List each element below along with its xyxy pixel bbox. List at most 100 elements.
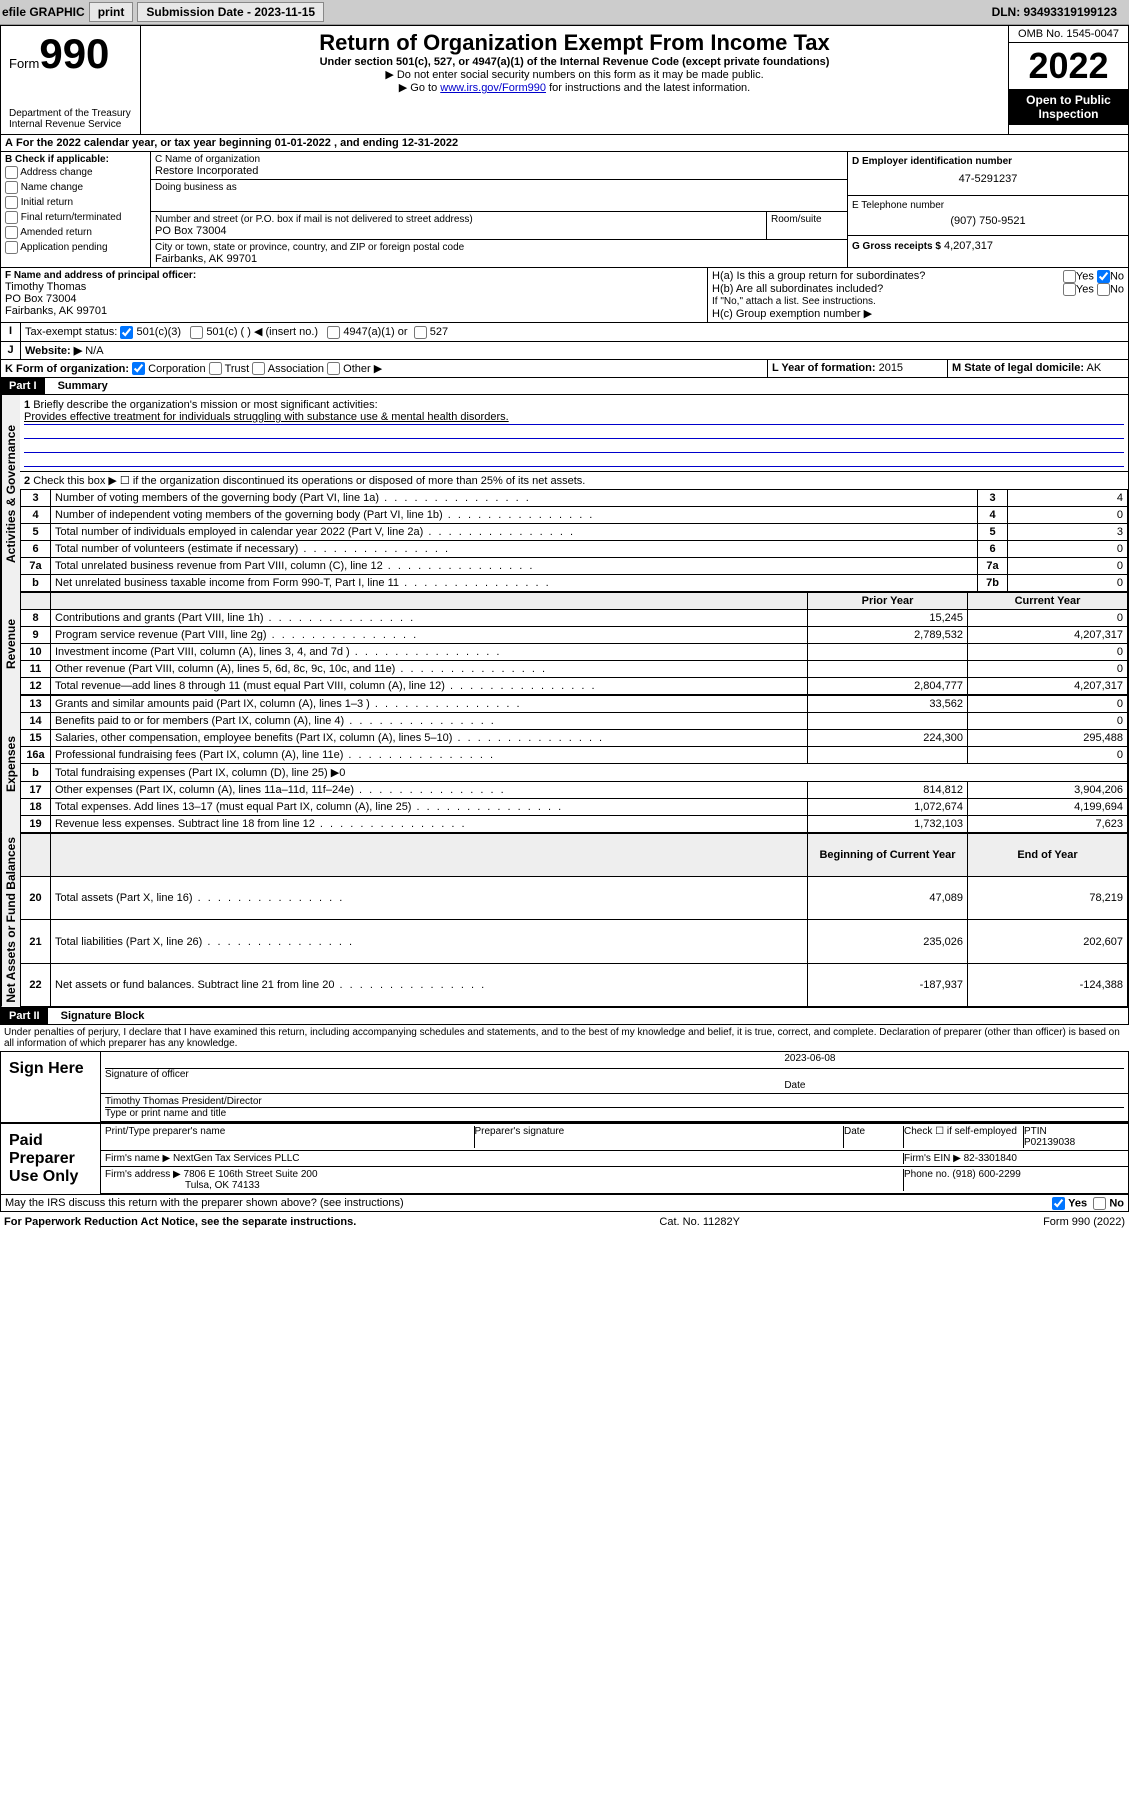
line-num: 6	[21, 541, 51, 558]
line-text: Other revenue (Part VIII, column (A), li…	[51, 661, 808, 678]
prior-value: 33,562	[808, 696, 968, 713]
current-value: -124,388	[968, 963, 1128, 1006]
firm-addr2: Tulsa, OK 74133	[105, 1180, 260, 1191]
expenses-section: Expenses 13 Grants and similar amounts p…	[0, 695, 1129, 833]
check-assoc[interactable]	[252, 362, 265, 375]
check-501c3[interactable]	[120, 326, 133, 339]
discuss-yes[interactable]	[1052, 1197, 1065, 1210]
part2-title: Signature Block	[51, 1010, 145, 1022]
current-value: 0	[968, 661, 1128, 678]
check-app-pending[interactable]: Application pending	[5, 240, 146, 255]
footer-left: For Paperwork Reduction Act Notice, see …	[4, 1216, 356, 1228]
prior-value	[808, 661, 968, 678]
year-formation: 2015	[879, 362, 903, 374]
check-address-change[interactable]: Address change	[5, 165, 146, 180]
h-a-no[interactable]	[1097, 270, 1110, 283]
line-value: 0	[1008, 541, 1128, 558]
line-text: Number of independent voting members of …	[51, 507, 978, 524]
prep-sig-label: Preparer's signature	[475, 1126, 845, 1148]
box-f-label: F Name and address of principal officer:	[5, 270, 703, 281]
name-title-label: Type or print name and title	[105, 1108, 1124, 1119]
current-value: 4,199,694	[968, 799, 1128, 816]
summary-section: Activities & Governance 1 Briefly descri…	[0, 395, 1129, 592]
line-value: 4	[1008, 490, 1128, 507]
line-text: Total revenue—add lines 8 through 11 (mu…	[51, 678, 808, 695]
h-note: If "No," attach a list. See instructions…	[712, 296, 1124, 307]
officer-addr1: PO Box 73004	[5, 293, 703, 305]
check-initial-return[interactable]: Initial return	[5, 195, 146, 210]
check-4947[interactable]	[327, 326, 340, 339]
line-num: 4	[21, 507, 51, 524]
firm-phone: (918) 600-2299	[952, 1169, 1020, 1180]
line-text: Net assets or fund balances. Subtract li…	[51, 963, 808, 1006]
footer-mid: Cat. No. 11282Y	[659, 1216, 740, 1228]
check-527[interactable]	[414, 326, 427, 339]
line-num: b	[21, 575, 51, 592]
line-num: 19	[21, 816, 51, 833]
submission-date-button[interactable]: Submission Date - 2023-11-15	[137, 2, 324, 22]
website-value: N/A	[85, 345, 103, 357]
box-l-label: L Year of formation:	[772, 362, 876, 374]
org-city: Fairbanks, AK 99701	[155, 253, 843, 265]
check-amended[interactable]: Amended return	[5, 225, 146, 240]
part2-header-row: Part II Signature Block	[0, 1008, 1129, 1025]
service-label: Internal Revenue Service	[9, 119, 132, 130]
print-button[interactable]: print	[89, 2, 134, 22]
check-501c[interactable]	[190, 326, 203, 339]
current-value: 0	[968, 696, 1128, 713]
check-trust[interactable]	[209, 362, 222, 375]
form-num: 990	[39, 30, 109, 77]
current-value: 4,207,317	[968, 627, 1128, 644]
paid-preparer-label: Paid Preparer Use Only	[1, 1124, 101, 1194]
box-c-label: C Name of organization	[155, 154, 843, 165]
h-a-yes[interactable]	[1063, 270, 1076, 283]
line-text: Total expenses. Add lines 13–17 (must eq…	[51, 799, 808, 816]
check-other[interactable]	[327, 362, 340, 375]
tax-status-row: I Tax-exempt status: 501(c)(3) 501(c) ( …	[0, 323, 1129, 342]
form-header: Form990 Department of the Treasury Inter…	[0, 25, 1129, 135]
line-num: 5	[21, 524, 51, 541]
city-label: City or town, state or province, country…	[155, 242, 843, 253]
officer-name-title: Timothy Thomas President/Director	[105, 1096, 1124, 1108]
discuss-no[interactable]	[1093, 1197, 1106, 1210]
form-subtitle: Under section 501(c), 527, or 4947(a)(1)…	[145, 56, 1004, 68]
mission-text: Provides effective treatment for individ…	[24, 411, 1124, 425]
check-name-change[interactable]: Name change	[5, 180, 146, 195]
line-box: 4	[978, 507, 1008, 524]
line-num: 17	[21, 782, 51, 799]
line-text: Total liabilities (Part X, line 26)	[51, 920, 808, 963]
current-value: 78,219	[968, 877, 1128, 920]
prior-value	[808, 747, 968, 764]
line-value: 3	[1008, 524, 1128, 541]
form-number: Form990	[9, 30, 132, 78]
may-discuss-row: May the IRS discuss this return with the…	[0, 1195, 1129, 1212]
line-box: 5	[978, 524, 1008, 541]
firm-addr-label: Firm's address ▶	[105, 1169, 181, 1180]
instructions-link[interactable]: www.irs.gov/Form990	[440, 82, 546, 94]
line-num: 9	[21, 627, 51, 644]
line-box: 6	[978, 541, 1008, 558]
period-end: 12-31-2022	[402, 137, 458, 149]
part1-title: Summary	[48, 380, 108, 392]
may-discuss-label: May the IRS discuss this return with the…	[5, 1197, 404, 1209]
box-g-label: G Gross receipts $	[852, 241, 941, 252]
current-value: 0	[968, 747, 1128, 764]
line-text: Total number of volunteers (estimate if …	[51, 541, 978, 558]
netassets-section: Net Assets or Fund Balances Beginning of…	[0, 833, 1129, 1008]
tab-expenses: Expenses	[1, 695, 20, 833]
h-b-no[interactable]	[1097, 283, 1110, 296]
part1-header-row: Part I Summary	[0, 378, 1129, 395]
tab-activities: Activities & Governance	[1, 395, 20, 592]
line-text: Total assets (Part X, line 16)	[51, 877, 808, 920]
period-mid: , and ending	[334, 137, 402, 149]
dept-label: Department of the Treasury	[9, 108, 132, 119]
box-b-options: Address change Name change Initial retur…	[5, 165, 146, 255]
check-corp[interactable]	[132, 362, 145, 375]
box-d-label: D Employer identification number	[852, 156, 1124, 167]
h-b-yes[interactable]	[1063, 283, 1076, 296]
check-final-return[interactable]: Final return/terminated	[5, 210, 146, 225]
netassets-table: Beginning of Current Year End of Year20 …	[20, 833, 1128, 1007]
officer-row: F Name and address of principal officer:…	[0, 268, 1129, 323]
col-header: Current Year	[968, 593, 1128, 610]
current-value: 4,207,317	[968, 678, 1128, 695]
